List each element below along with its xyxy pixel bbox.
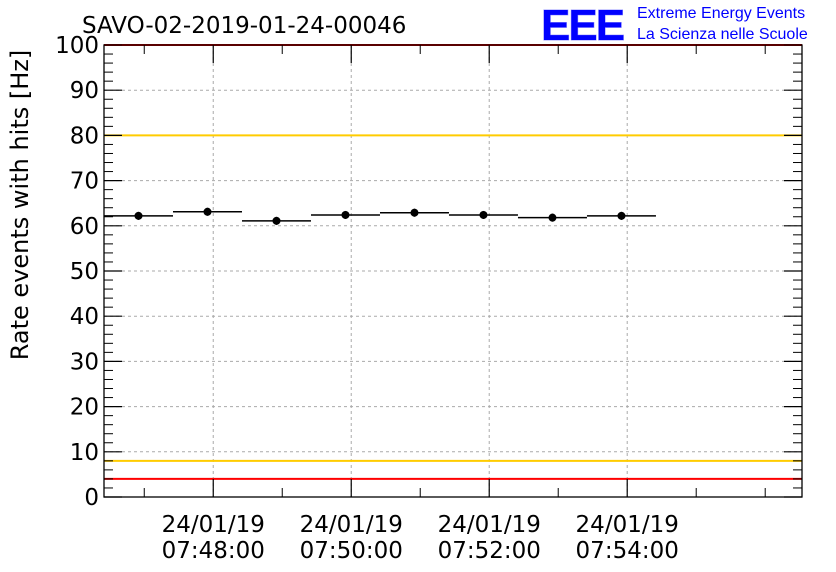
y-tick-label: 50 [70, 259, 99, 285]
y-tick-label: 90 [70, 78, 99, 104]
y-tick-label: 100 [55, 33, 99, 59]
reference-lines [104, 44, 802, 480]
data-point [341, 210, 350, 219]
data-point [617, 211, 626, 220]
eee-logo: EEE Extreme Energy Events La Scienza nel… [541, 1, 808, 51]
logo-mark: EEE [541, 1, 624, 50]
data-point [203, 207, 212, 216]
logo-line-2: La Scienza nelle Scuole [637, 26, 808, 43]
y-tick-label: 30 [70, 349, 99, 375]
y-tick-label: 80 [70, 123, 99, 149]
y-tick-label: 20 [70, 395, 99, 421]
y-tick-label: 70 [70, 169, 99, 195]
y-axis: 0 10 20 30 40 50 60 70 80 90 100 [55, 33, 802, 511]
data-point [479, 210, 488, 219]
x-tick-date: 24/01/19 [576, 512, 679, 538]
x-axis: 24/01/1907:48:0024/01/1907:50:0024/01/19… [143, 45, 766, 564]
chart-title: SAVO-02-2019-01-24-00046 [82, 13, 406, 39]
data-point [134, 211, 143, 220]
y-tick-label: 40 [70, 304, 99, 330]
x-tick-time: 07:48:00 [162, 538, 265, 564]
x-tick-time: 07:50:00 [300, 538, 403, 564]
x-tick-date: 24/01/19 [438, 512, 541, 538]
x-tick-time: 07:54:00 [576, 538, 679, 564]
grid [104, 45, 802, 497]
x-tick-time: 07:52:00 [438, 538, 541, 564]
x-tick-date: 24/01/19 [300, 512, 403, 538]
data-series [104, 207, 656, 225]
y-tick-label: 10 [70, 440, 99, 466]
y-tick-label: 0 [84, 485, 99, 511]
y-tick-label: 60 [70, 214, 99, 240]
x-tick-date: 24/01/19 [162, 512, 265, 538]
data-point [272, 216, 281, 225]
data-point [410, 208, 419, 217]
logo-line-1: Extreme Energy Events [637, 5, 805, 22]
y-axis-label: Rate events with hits [Hz] [6, 50, 34, 361]
data-point [548, 213, 557, 222]
